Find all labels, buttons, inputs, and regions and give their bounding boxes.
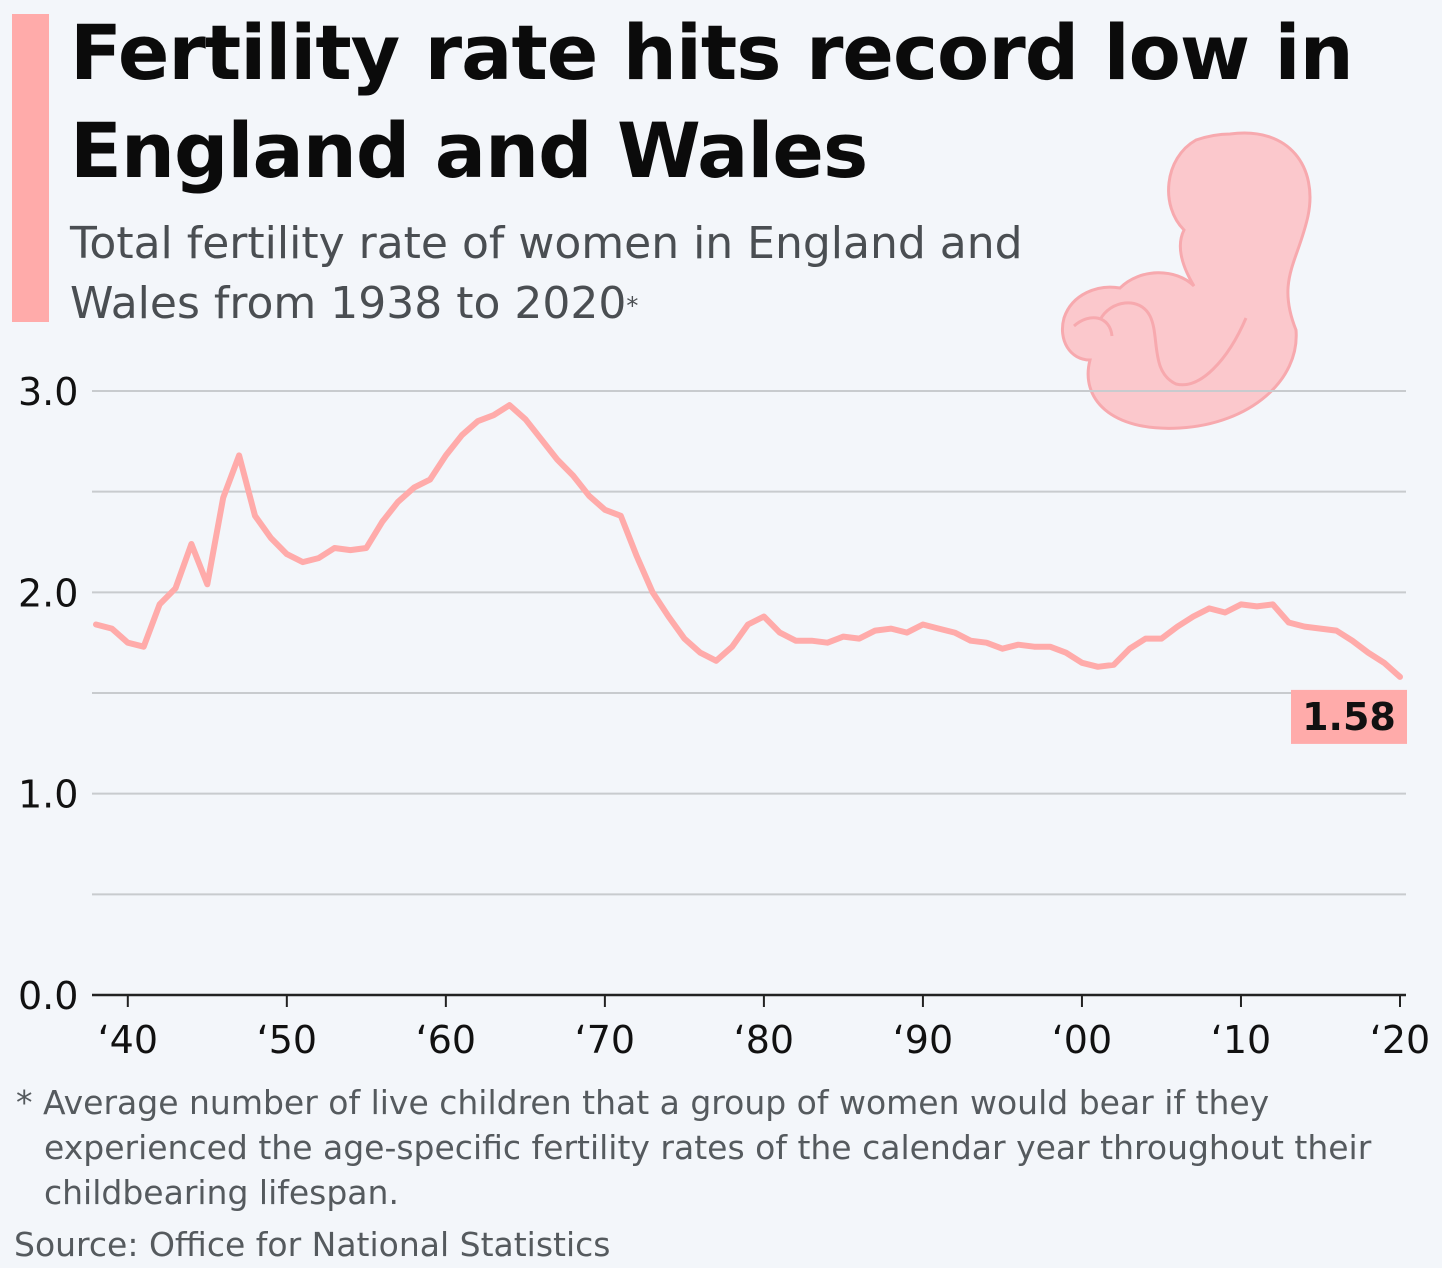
x-tick-label: ‘70 <box>575 1018 635 1062</box>
x-tick-label: ‘10 <box>1211 1018 1271 1062</box>
x-tick-label: ‘80 <box>734 1018 794 1062</box>
y-tick-label: 3.0 <box>18 370 78 414</box>
x-tick-label: ‘90 <box>893 1018 953 1062</box>
x-tick-label: ‘40 <box>98 1018 158 1062</box>
fetus-arm <box>1098 301 1248 387</box>
fetus-body <box>1061 131 1312 430</box>
x-tick-label: ‘00 <box>1052 1018 1112 1062</box>
series-layer <box>93 402 1403 680</box>
chart-title: Fertility rate hits record low in Englan… <box>70 8 1354 195</box>
y-tick-label: 0.0 <box>18 974 78 1018</box>
fetus-leg <box>1073 316 1114 337</box>
y-tick-label: 2.0 <box>18 571 78 615</box>
fetus-icon <box>1061 131 1312 430</box>
value-label: 1.58 <box>1302 695 1396 739</box>
x-tick-label: ‘60 <box>416 1018 476 1062</box>
x-tick-label: ‘50 <box>257 1018 317 1062</box>
value-badge <box>1291 689 1407 744</box>
x-tick-label: ‘20 <box>1370 1018 1430 1062</box>
series-line-fertility-rate <box>93 402 1403 680</box>
footnote: * Average number of live children that a… <box>16 1083 1372 1212</box>
accent-bar <box>12 14 49 322</box>
chart-subtitle: Total fertility rate of women in England… <box>70 214 1030 334</box>
subtitle-text: Total fertility rate of women in England… <box>70 218 1023 329</box>
y-tick-label: 1.0 <box>18 773 78 817</box>
annotation-layer: 1.58 <box>1291 689 1407 744</box>
axis-layer: 0.0 1.0 2.0 3.0 ‘40 ‘50 ‘60 ‘70 ‘80 ‘90 ‘00 ‘10 ‘20 <box>18 370 1430 1062</box>
subtitle-footnote-marker: * <box>626 292 639 320</box>
source-credit: Source: Office for National Statistics <box>14 1225 611 1264</box>
grid-layer <box>92 390 1406 896</box>
